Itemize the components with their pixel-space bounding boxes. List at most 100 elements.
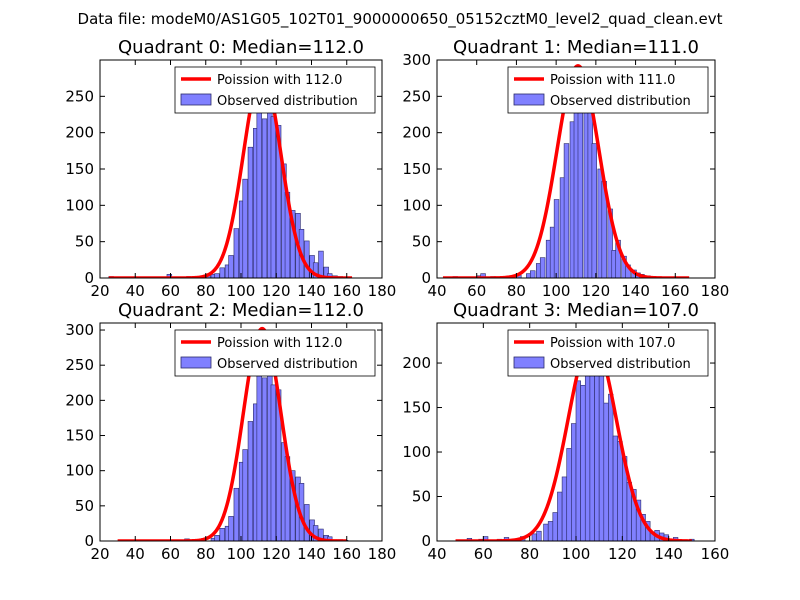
x-tick-label: 40 — [427, 282, 446, 300]
histogram-bar — [304, 240, 310, 278]
y-tick-label: 300 — [402, 51, 431, 69]
y-tick-label: 0 — [84, 269, 94, 287]
histogram-bar — [214, 273, 220, 278]
x-tick-label: 120 — [582, 282, 611, 300]
x-tick-label: 60 — [467, 282, 486, 300]
x-tick-label: 120 — [262, 545, 291, 563]
y-tick-label: 100 — [65, 462, 94, 480]
y-tick-label: 0 — [84, 532, 94, 550]
y-tick-label: 200 — [402, 354, 431, 372]
legend-observed-label: Observed distribution — [217, 94, 358, 109]
y-tick-label: 50 — [412, 233, 431, 251]
legend-observed-label: Observed distribution — [217, 357, 358, 372]
histogram-bar — [608, 393, 614, 541]
x-tick-label: 100 — [562, 545, 591, 563]
legend-bar-swatch — [513, 93, 545, 106]
y-tick-label: 250 — [402, 87, 431, 105]
x-tick-label: 160 — [701, 545, 730, 563]
y-tick-label: 100 — [402, 443, 431, 461]
legend-bar-swatch — [180, 93, 212, 106]
histogram-bar — [312, 525, 319, 541]
x-tick-label: 100 — [227, 545, 256, 563]
histogram-bar — [552, 512, 558, 541]
quadrant-1-title: Quadrant 1: Median=111.0 — [453, 37, 699, 58]
quadrant-0-title: Quadrant 0: Median=112.0 — [118, 37, 364, 58]
histogram-bar — [256, 368, 262, 541]
x-tick-label: 40 — [126, 282, 145, 300]
y-tick-label: 0 — [421, 532, 431, 550]
x-tick-label: 160 — [661, 282, 690, 300]
x-tick-label: 120 — [262, 282, 291, 300]
legend-observed-label: Observed distribution — [550, 357, 691, 372]
y-tick-label: 300 — [65, 321, 94, 339]
histogram-bar — [233, 228, 240, 278]
histogram-bar — [247, 146, 254, 278]
x-tick-label: 80 — [507, 282, 526, 300]
x-tick-label: 140 — [297, 545, 326, 563]
y-tick-label: 50 — [75, 233, 94, 251]
histogram-bar — [242, 178, 248, 278]
y-tick-label: 50 — [412, 488, 431, 506]
x-tick-label: 80 — [520, 545, 539, 563]
histogram-bar — [584, 362, 591, 541]
legend-fit-label: Poission with 107.0 — [550, 336, 675, 351]
histogram-bar — [228, 516, 234, 541]
histogram-bar — [261, 377, 268, 541]
histogram-bar — [270, 384, 277, 541]
y-tick-label: 250 — [65, 356, 94, 374]
histogram-bar — [575, 380, 581, 541]
histogram-bar — [219, 528, 225, 541]
x-tick-label: 60 — [161, 282, 180, 300]
histogram-bar — [598, 349, 605, 541]
histogram-bar — [318, 250, 324, 278]
quadrant-3-bars — [466, 349, 695, 541]
x-tick-label: 140 — [621, 282, 650, 300]
x-tick-label: 180 — [368, 545, 397, 563]
legend-bar-swatch — [180, 356, 212, 369]
y-tick-label: 150 — [65, 427, 94, 445]
y-tick-label: 50 — [75, 497, 94, 515]
quadrant-0-legend: Poission with 112.0 Observed distribution — [174, 66, 376, 114]
histogram-bar — [536, 530, 542, 541]
y-tick-label: 100 — [402, 196, 431, 214]
x-tick-label: 60 — [161, 545, 180, 563]
histogram-bar — [561, 476, 568, 541]
histogram-bar — [242, 449, 248, 541]
histogram-bar — [530, 270, 536, 278]
legend-fit-label: Poission with 111.0 — [550, 73, 675, 88]
histogram-bar — [594, 367, 600, 541]
histogram-bar — [290, 210, 296, 278]
quadrant-1-legend: Poission with 111.0 Observed distribution — [507, 66, 709, 114]
histogram-bar — [577, 90, 584, 278]
y-tick-label: 150 — [65, 160, 94, 178]
x-tick-label: 40 — [126, 545, 145, 563]
histogram-bar — [617, 441, 623, 541]
y-tick-label: 150 — [402, 399, 431, 417]
legend-fit-label: Poission with 112.0 — [217, 73, 342, 88]
histogram-bar — [214, 535, 220, 541]
histogram-bar — [557, 491, 563, 541]
histogram-bar — [531, 533, 537, 541]
quadrant-2-title: Quadrant 2: Median=112.0 — [118, 300, 364, 321]
histogram-bar — [566, 448, 572, 541]
quadrant-3-panel: Quadrant 3: Median=107.0 40 60 80 100 120 140 1… — [402, 300, 729, 563]
histogram-bar — [270, 116, 277, 278]
figure-suptitle: Data file: modeM0/AS1G05_102T01_90000006… — [78, 10, 723, 29]
quadrant-1-panel: Quadrant 1: Median=111.0 40 60 80 100 120 140 1… — [402, 37, 729, 300]
quadrant-0-panel: Quadrant 0: Median=112.0 20 40 60 80 100 120 14… — [65, 37, 396, 300]
histogram-bar — [571, 423, 577, 541]
x-tick-label: 180 — [368, 282, 397, 300]
poisson-fit-line — [107, 70, 353, 278]
histogram-bar — [247, 421, 254, 541]
x-tick-label: 160 — [332, 282, 361, 300]
x-tick-label: 100 — [542, 282, 571, 300]
y-tick-label: 0 — [421, 269, 431, 287]
histogram-bar — [543, 523, 549, 541]
x-tick-label: 120 — [608, 545, 637, 563]
y-tick-label: 200 — [65, 391, 94, 409]
histogram-bar — [261, 118, 268, 278]
x-tick-label: 20 — [90, 545, 109, 563]
poisson-fit-line — [116, 326, 348, 541]
x-tick-label: 160 — [332, 545, 361, 563]
histogram-bar — [323, 266, 329, 278]
